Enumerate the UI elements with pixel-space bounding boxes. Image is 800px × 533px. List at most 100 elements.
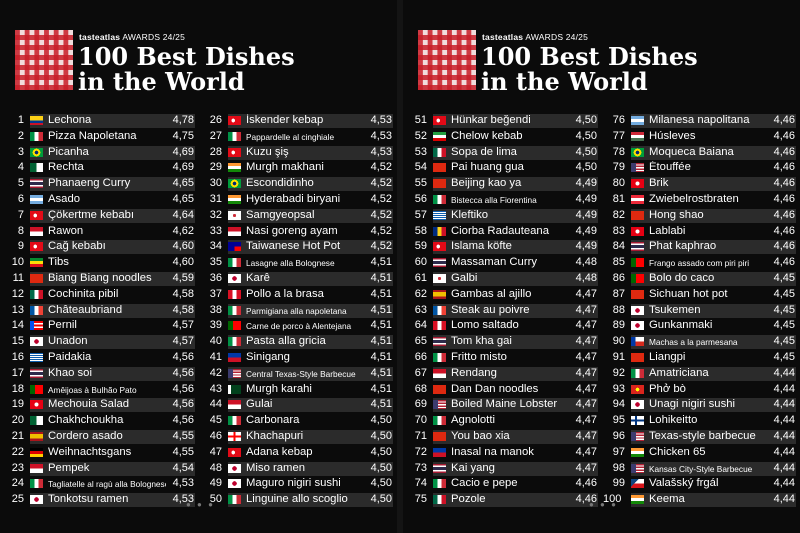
flag-id-icon (228, 400, 241, 410)
dish-name: Adana kebap (246, 445, 313, 458)
rank-number: 93 (612, 382, 625, 395)
dish-name: Massaman Curry (451, 256, 538, 269)
flag-pt-icon (228, 321, 241, 331)
rank-number: 75 (414, 493, 427, 506)
brand-line: tasteatlas AWARDS 24/25 (79, 32, 186, 42)
dish-name: Boiled Maine Lobster (451, 398, 558, 411)
rank-number: 48 (209, 461, 222, 474)
dish-name: Khao soi (48, 366, 92, 379)
flag-tr-icon (30, 210, 43, 220)
dish-score: 4,46 (773, 240, 795, 253)
rank-number: 51 (414, 114, 427, 126)
row-bar (631, 493, 796, 508)
dish-score: 4,52 (370, 224, 392, 237)
dish-name: Húsleves (649, 129, 696, 142)
dish-name: Tonkotsu ramen (48, 493, 129, 506)
dish-name: Galbi (451, 271, 478, 284)
rank-number: 87 (612, 287, 625, 300)
dish-score: 4,55 (172, 429, 194, 442)
flag-fr-icon (433, 305, 446, 315)
rank-number: 41 (209, 350, 222, 363)
dish-name: Hong shao (649, 208, 704, 221)
dish-name: Amatriciana (649, 366, 709, 379)
rank-number: 4 (17, 161, 24, 174)
header: tasteatlas AWARDS 24/25 100 Best Dishes i… (15, 30, 390, 95)
dish-score: 4,47 (575, 429, 597, 442)
dish-name: Nasi goreng ayam (246, 224, 338, 237)
flag-in-icon (631, 447, 644, 457)
rank-number: 2 (17, 129, 24, 142)
row-bar (30, 177, 195, 192)
flag-ar-icon (631, 116, 644, 125)
dish-score: 4,53 (172, 493, 194, 506)
dish-name: Amêijoas à Bulhão Pato (48, 384, 137, 395)
flag-cn-icon (433, 179, 446, 189)
dish-name: Paidakia (48, 350, 92, 363)
dish-score: 4,46 (575, 477, 597, 490)
ranking-panel-right: tasteatlas AWARDS 24/25 100 Best Dishes i… (403, 0, 800, 533)
dish-name: You bao xia (451, 429, 510, 442)
flag-cn-icon (433, 431, 446, 441)
row-bar (30, 335, 195, 350)
rank-number: 46 (209, 429, 222, 442)
dish-name: Pai huang gua (451, 161, 524, 174)
row-bar (30, 208, 195, 223)
rank-number: 92 (612, 366, 625, 379)
dish-name: Phanaeng Curry (48, 177, 131, 190)
rank-number: 73 (414, 461, 427, 474)
flag-dz-icon (30, 416, 43, 426)
flag-it-icon (631, 368, 644, 378)
dish-score: 4,50 (370, 461, 392, 474)
row-bar (433, 208, 598, 223)
row-bar (433, 335, 598, 350)
dish-score: 4,46 (773, 192, 795, 205)
flag-cn-icon (30, 273, 43, 283)
dish-score: 4,47 (575, 398, 597, 411)
dish-name: Gambas al ajillo (451, 287, 532, 300)
row-bar (30, 366, 195, 381)
dish-name: Tagliatelle al ragù alla Bolognese (48, 479, 166, 490)
tablecloth-logo-icon (15, 30, 73, 90)
dish-name: Keema (649, 493, 685, 506)
row-bar (228, 240, 393, 255)
dish-name: Châteaubriand (48, 303, 123, 316)
dish-name: Maguro nigiri sushi (246, 477, 341, 490)
flag-pr-icon (30, 321, 43, 331)
flag-br-icon (228, 179, 241, 189)
rank-number: 98 (612, 461, 625, 474)
dish-score: 4,56 (172, 414, 194, 427)
row-bar (631, 208, 796, 223)
rank-number: 33 (209, 224, 222, 237)
row-bar (631, 303, 796, 318)
flag-it-icon (433, 352, 446, 362)
rank-number: 49 (209, 477, 222, 490)
dish-name: Sichuan hot pot (649, 287, 728, 300)
dish-score: 4,46 (773, 129, 795, 142)
rank-number: 59 (414, 240, 427, 253)
dish-score: 4,57 (172, 335, 194, 348)
row-bar (30, 398, 195, 413)
dish-score: 4,47 (575, 350, 597, 363)
dish-name: Kleftiko (451, 208, 489, 221)
dish-name: Agnolotti (451, 414, 495, 427)
dish-name: Hünkar beğendi (451, 114, 531, 126)
flag-it-icon (228, 337, 241, 347)
dish-name: Kansas City-Style Barbecue (649, 463, 753, 474)
flag-us-icon (228, 368, 241, 378)
tablecloth-logo-icon (418, 30, 476, 90)
dish-name: Pasta alla gricia (246, 335, 326, 348)
rank-number: 69 (414, 398, 427, 411)
dish-name: Tsukemen (649, 303, 701, 316)
flag-jp-icon (631, 400, 644, 410)
flag-us-icon (631, 163, 644, 173)
dish-score: 4,44 (773, 445, 795, 458)
row-bar (631, 429, 796, 444)
rank-number: 60 (414, 256, 427, 269)
dish-score: 4,47 (575, 366, 597, 379)
flag-cn-icon (631, 210, 644, 220)
dish-score: 4,46 (773, 177, 795, 190)
flag-tr-icon (433, 116, 446, 125)
rank-number: 1 (17, 114, 24, 126)
row-bar (433, 398, 598, 413)
dish-score: 4,51 (370, 319, 392, 332)
